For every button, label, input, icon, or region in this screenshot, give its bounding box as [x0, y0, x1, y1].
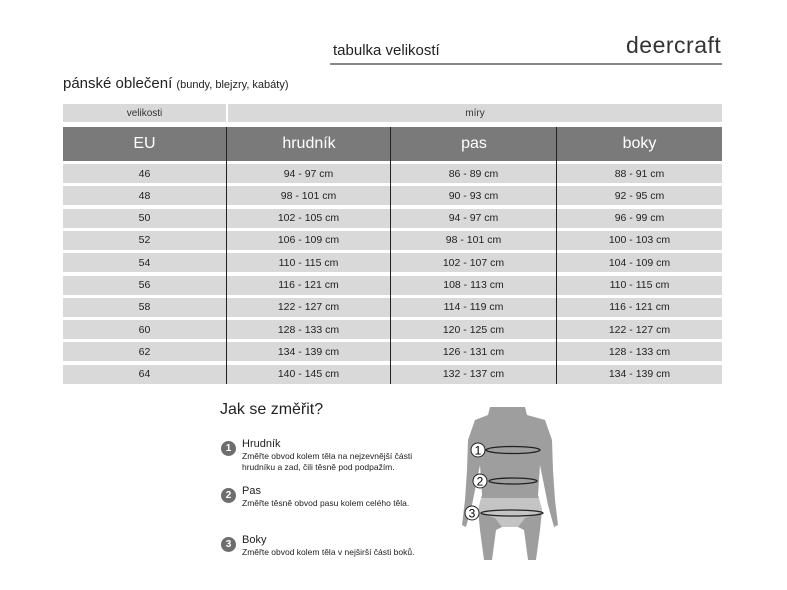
- hips-cell: 110 - 115 cm: [557, 275, 722, 295]
- chest-cell: 102 - 105 cm: [227, 208, 390, 228]
- waist-cell: 120 - 125 cm: [391, 320, 556, 340]
- step-title: Boky: [242, 534, 267, 546]
- section-title: pánské oblečení (bundy, blejzry, kabáty): [63, 75, 289, 92]
- size-eu-cell: 56: [63, 275, 226, 295]
- hips-cell: 116 - 121 cm: [557, 297, 722, 317]
- group-header-sizes: velikosti: [63, 104, 226, 122]
- step-description-line: hrudníku a zad, čili těsně pod podpažím.: [242, 462, 395, 472]
- chest-measure-line: [485, 445, 541, 455]
- waist-cell: 108 - 113 cm: [391, 275, 556, 295]
- body-figure-illustration: 1 2 3: [462, 407, 558, 560]
- title-divider: [330, 63, 722, 65]
- column-header-hips: boky: [557, 127, 722, 161]
- size-eu-cell: 46: [63, 164, 226, 183]
- size-eu-cell: 64: [63, 364, 226, 384]
- size-eu-cell: 60: [63, 320, 226, 340]
- chest-cell: 128 - 133 cm: [227, 320, 390, 340]
- chest-cell: 110 - 115 cm: [227, 253, 390, 273]
- hips-cell: 92 - 95 cm: [557, 186, 722, 206]
- step-description: Změřte obvod kolem těla na nejzevnější č…: [242, 451, 412, 473]
- underwear: [478, 498, 542, 527]
- column-divider: [556, 127, 557, 384]
- howto-title: Jak se změřit?: [220, 401, 324, 418]
- waist-cell: 90 - 93 cm: [391, 186, 556, 206]
- step-number-badge: 3: [221, 537, 236, 552]
- group-header-measures: míry: [228, 104, 722, 122]
- chest-cell: 98 - 101 cm: [227, 186, 390, 206]
- waist-cell: 94 - 97 cm: [391, 208, 556, 228]
- hips-cell: 100 - 103 cm: [557, 230, 722, 250]
- step-description-line: Změřte obvod kolem těla na nejzevnější č…: [242, 451, 413, 461]
- figure-label-2: 2: [472, 473, 488, 489]
- waist-cell: 102 - 107 cm: [391, 253, 556, 273]
- size-eu-cell: 52: [63, 230, 226, 250]
- hips-cell: 128 - 133 cm: [557, 342, 722, 362]
- column-header-chest: hrudník: [227, 127, 391, 161]
- hips-cell: 122 - 127 cm: [557, 320, 722, 340]
- chest-cell: 116 - 121 cm: [227, 275, 390, 295]
- step-title: Pas: [242, 485, 261, 497]
- hips-cell: 88 - 91 cm: [557, 164, 722, 183]
- size-eu-cell: 54: [63, 253, 226, 273]
- chest-cell: 140 - 145 cm: [227, 364, 390, 384]
- size-eu-cell: 58: [63, 297, 226, 317]
- step-description: Změřte těsně obvod pasu kolem celého těl…: [242, 498, 410, 508]
- step-description: Změřte obvod kolem těla v nejširší části…: [242, 547, 415, 557]
- waist-cell: 126 - 131 cm: [391, 342, 556, 362]
- step-number-badge: 2: [221, 488, 236, 503]
- chest-cell: 122 - 127 cm: [227, 297, 390, 317]
- hips-cell: 134 - 139 cm: [557, 364, 722, 384]
- step-number-badge: 1: [221, 441, 236, 456]
- size-eu-cell: 48: [63, 186, 226, 206]
- step-title: Hrudník: [242, 438, 281, 450]
- column-header-waist: pas: [391, 127, 557, 161]
- figure-label-1: 1: [470, 442, 486, 458]
- section-title-main: pánské oblečení: [63, 75, 173, 92]
- figure-label-text: 3: [469, 507, 476, 521]
- hips-measure-line: [480, 509, 544, 517]
- figure-label-text: 1: [475, 444, 482, 458]
- size-eu-cell: 62: [63, 342, 226, 362]
- document-title: tabulka velikostí: [333, 42, 440, 59]
- waist-measure-line: [488, 477, 538, 485]
- waist-cell: 114 - 119 cm: [391, 297, 556, 317]
- figure-label-3: 3: [464, 505, 480, 521]
- waist-cell: 86 - 89 cm: [391, 164, 556, 183]
- figure-label-text: 2: [477, 475, 484, 489]
- column-divider: [226, 127, 227, 384]
- chest-cell: 94 - 97 cm: [227, 164, 390, 183]
- hips-cell: 104 - 109 cm: [557, 253, 722, 273]
- chest-cell: 134 - 139 cm: [227, 342, 390, 362]
- chest-cell: 106 - 109 cm: [227, 230, 390, 250]
- column-header-eu: EU: [63, 127, 226, 161]
- hips-cell: 96 - 99 cm: [557, 208, 722, 228]
- brand-logo: deercraft: [626, 32, 722, 58]
- waist-cell: 132 - 137 cm: [391, 364, 556, 384]
- column-divider: [390, 127, 391, 384]
- section-subtitle: (bundy, blejzry, kabáty): [176, 79, 289, 91]
- waist-cell: 98 - 101 cm: [391, 230, 556, 250]
- size-eu-cell: 50: [63, 208, 226, 228]
